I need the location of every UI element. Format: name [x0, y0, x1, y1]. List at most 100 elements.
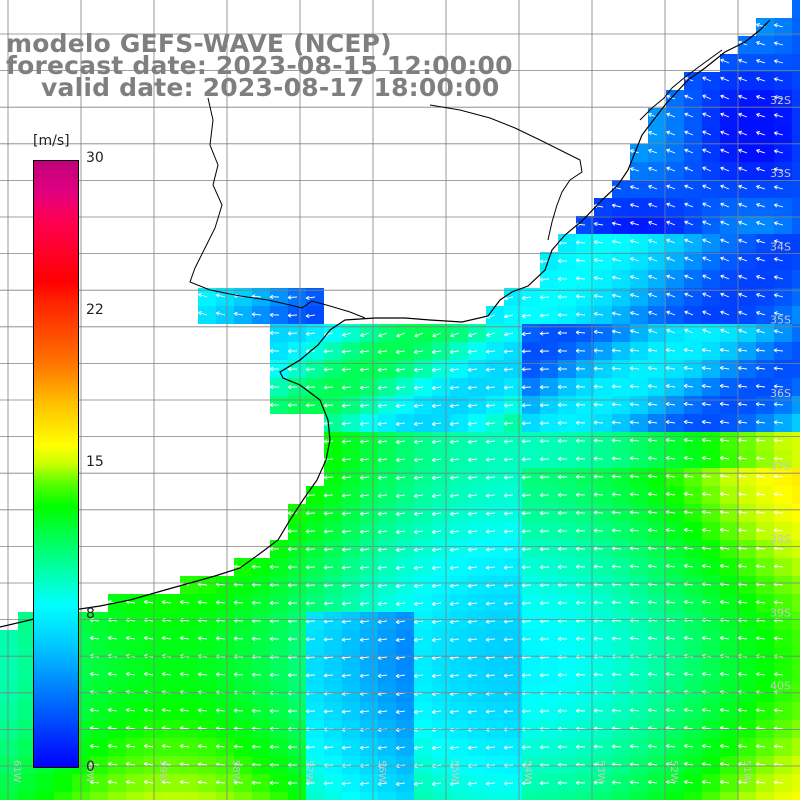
- wind-arrow: [449, 529, 460, 535]
- wind-cell: [792, 324, 800, 342]
- wind-arrow: [89, 779, 100, 785]
- wind-arrow: [197, 600, 208, 605]
- wind-arrow: [737, 383, 748, 389]
- wind-arrow: [539, 420, 550, 426]
- wind-arrow: [701, 491, 712, 497]
- wind-arrow: [341, 349, 352, 354]
- wind-arrow: [647, 528, 658, 533]
- latitude-label: 39S: [770, 606, 791, 619]
- wind-arrow: [738, 76, 748, 82]
- wind-arrow: [323, 403, 334, 408]
- wind-arrow: [684, 112, 694, 118]
- wind-cell: [792, 756, 800, 774]
- wind-arrow: [449, 457, 460, 463]
- wind-arrow: [720, 310, 730, 316]
- wind-arrow: [611, 438, 622, 443]
- wind-cell: [486, 792, 504, 800]
- wind-cell: [684, 792, 702, 800]
- wind-cell: [792, 54, 800, 72]
- wind-cell: [792, 162, 800, 180]
- wind-arrow: [611, 293, 622, 298]
- wind-arrow: [287, 348, 298, 354]
- wind-arrow: [377, 745, 388, 751]
- wind-cell: [144, 792, 162, 800]
- wind-arrow: [233, 600, 244, 605]
- wind-arrow: [557, 456, 568, 462]
- wind-arrow: [431, 403, 442, 409]
- wind-arrow: [683, 419, 694, 425]
- wind-cell: [792, 198, 800, 216]
- wind-cell: [792, 234, 800, 252]
- wind-arrow: [648, 328, 658, 334]
- wind-arrow: [341, 475, 352, 480]
- wind-arrow: [323, 745, 334, 750]
- wind-arrow: [413, 385, 424, 391]
- wind-arrow: [323, 673, 334, 678]
- wind-arrow: [521, 313, 532, 319]
- wind-arrow: [395, 349, 406, 355]
- wind-arrow: [773, 456, 784, 461]
- wind-arrow: [287, 708, 298, 714]
- wind-cell: [576, 792, 594, 800]
- wind-arrow: [611, 275, 622, 280]
- wind-cell: [792, 630, 800, 648]
- wind-arrow: [648, 220, 658, 226]
- wind-arrow: [233, 672, 244, 677]
- wind-arrow: [611, 564, 622, 569]
- wind-arrow: [395, 493, 406, 499]
- wind-arrow: [161, 707, 172, 713]
- wind-arrow: [485, 745, 496, 750]
- wind-cell: [792, 738, 800, 756]
- wind-arrow: [359, 349, 370, 354]
- wind-cell: [792, 666, 800, 684]
- wind-arrow: [539, 402, 550, 408]
- coastline-interior-2: [429, 104, 583, 241]
- wind-arrow: [737, 401, 748, 407]
- wind-cell: [414, 792, 432, 800]
- wind-cell: [18, 756, 36, 774]
- wind-arrow: [323, 637, 334, 642]
- wind-arrow: [467, 385, 478, 390]
- wind-arrow: [611, 348, 622, 353]
- wind-arrow: [665, 509, 676, 515]
- wind-arrow: [287, 564, 298, 570]
- wind-cell: [324, 792, 342, 800]
- wind-arrow: [756, 184, 766, 190]
- wind-arrow: [467, 493, 478, 498]
- longitude-label: 57W: [303, 760, 314, 783]
- wind-arrow: [611, 311, 622, 316]
- wind-arrow: [702, 166, 712, 172]
- wind-arrow: [485, 385, 496, 390]
- wind-cell: [450, 792, 468, 800]
- wind-arrow: [269, 744, 280, 750]
- wind-arrow: [377, 475, 388, 481]
- wind-arrow: [251, 780, 262, 785]
- wind-arrow: [305, 601, 316, 606]
- wind-cell: [612, 792, 630, 800]
- wind-arrow: [359, 781, 370, 786]
- wind-arrow: [467, 511, 478, 516]
- wind-arrow: [773, 221, 784, 226]
- wind-arrow: [287, 744, 298, 750]
- wind-arrow: [702, 130, 712, 136]
- wind-arrow: [377, 349, 388, 355]
- wind-arrow: [413, 673, 424, 679]
- wind-arrow: [755, 420, 766, 425]
- wind-arrow: [305, 313, 316, 319]
- wind-arrow: [486, 332, 496, 337]
- wind-arrow: [665, 761, 676, 767]
- wind-arrow: [269, 636, 280, 642]
- wind-arrow: [89, 707, 100, 713]
- wind-arrow: [396, 332, 406, 338]
- wind-arrow: [557, 492, 568, 498]
- wind-arrow: [647, 402, 658, 407]
- wind-arrow: [467, 439, 478, 444]
- wind-arrow: [702, 94, 712, 100]
- wind-arrow: [557, 672, 568, 678]
- wind-cell: [792, 594, 800, 612]
- wind-arrow: [107, 779, 118, 785]
- wind-arrow: [503, 367, 514, 372]
- wind-arrow: [593, 311, 604, 317]
- wind-arrow: [629, 600, 640, 605]
- wind-arrow: [702, 292, 712, 298]
